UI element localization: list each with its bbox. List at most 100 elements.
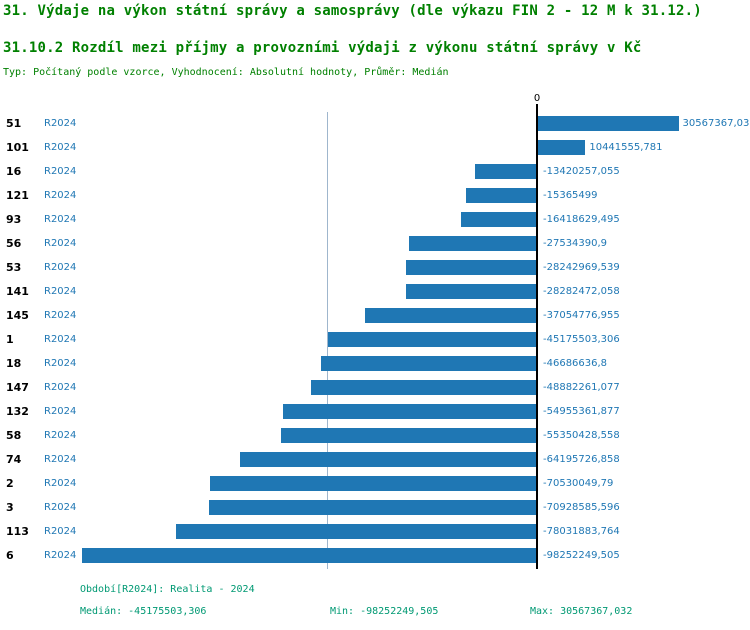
row-period-label: R2024 bbox=[44, 478, 77, 489]
row-id-label: 18 bbox=[6, 357, 22, 370]
row-period-label: R2024 bbox=[44, 502, 77, 513]
row-id-label: 93 bbox=[6, 213, 22, 226]
bar bbox=[327, 332, 537, 347]
row-value-label: -55350428,558 bbox=[543, 430, 620, 441]
row-value-label: -98252249,505 bbox=[543, 550, 620, 561]
chart-row: 113 R2024 -78031883,764 bbox=[0, 520, 750, 544]
chart-row: 58 R2024 -55350428,558 bbox=[0, 424, 750, 448]
row-value-label: -70530049,79 bbox=[543, 478, 614, 489]
row-value-label: -64195726,858 bbox=[543, 454, 620, 465]
chart-row: 93 R2024 -16418629,495 bbox=[0, 208, 750, 232]
row-value-label: 10441555,781 bbox=[589, 142, 663, 153]
row-id-label: 53 bbox=[6, 261, 22, 274]
chart-row: 16 R2024 -13420257,055 bbox=[0, 160, 750, 184]
row-id-label: 147 bbox=[6, 381, 29, 394]
chart-row: 121 R2024 -15365499 bbox=[0, 184, 750, 208]
row-period-label: R2024 bbox=[44, 430, 77, 441]
chart-row: 56 R2024 -27534390,9 bbox=[0, 232, 750, 256]
bar bbox=[406, 284, 537, 299]
row-period-label: R2024 bbox=[44, 454, 77, 465]
chart-row: 3 R2024 -70928585,596 bbox=[0, 496, 750, 520]
bar bbox=[175, 524, 537, 539]
zero-axis-line bbox=[536, 104, 538, 569]
row-value-label: -27534390,9 bbox=[543, 238, 608, 249]
bar bbox=[208, 500, 537, 515]
row-id-label: 141 bbox=[6, 285, 29, 298]
chart-type-subtitle: Typ: Počítaný podle vzorce, Vyhodnocení:… bbox=[3, 67, 449, 78]
bar bbox=[310, 380, 537, 395]
row-id-label: 132 bbox=[6, 405, 29, 418]
bar bbox=[537, 116, 679, 131]
bar bbox=[282, 404, 537, 419]
bar bbox=[239, 452, 537, 467]
row-period-label: R2024 bbox=[44, 262, 77, 273]
bar bbox=[365, 308, 537, 323]
bar bbox=[82, 548, 537, 563]
row-period-label: R2024 bbox=[44, 334, 77, 345]
chart-row: 145 R2024 -37054776,955 bbox=[0, 304, 750, 328]
row-id-label: 6 bbox=[6, 549, 14, 562]
row-period-label: R2024 bbox=[44, 142, 77, 153]
row-value-label: -78031883,764 bbox=[543, 526, 620, 537]
row-id-label: 16 bbox=[6, 165, 22, 178]
report-title: 31. Výdaje na výkon státní správy a samo… bbox=[3, 3, 702, 19]
bar bbox=[280, 428, 537, 443]
row-value-label: -16418629,495 bbox=[543, 214, 620, 225]
bar bbox=[465, 188, 537, 203]
row-value-label: -28282472,058 bbox=[543, 286, 620, 297]
row-period-label: R2024 bbox=[44, 358, 77, 369]
median-stat: Medián: -45175503,306 bbox=[80, 606, 207, 617]
row-id-label: 74 bbox=[6, 453, 22, 466]
row-value-label: -45175503,306 bbox=[543, 334, 620, 345]
row-period-label: R2024 bbox=[44, 166, 77, 177]
row-value-label: -46686636,8 bbox=[543, 358, 608, 369]
row-period-label: R2024 bbox=[44, 286, 77, 297]
chart-row: 74 R2024 -64195726,858 bbox=[0, 448, 750, 472]
row-id-label: 3 bbox=[6, 501, 14, 514]
bar-chart: 51 R2024 30567367,03 101 R2024 10441555,781 16… bbox=[0, 112, 750, 568]
row-value-label: -15365499 bbox=[543, 190, 598, 201]
row-id-label: 101 bbox=[6, 141, 29, 154]
chart-row: 51 R2024 30567367,03 bbox=[0, 112, 750, 136]
row-value-label: -48882261,077 bbox=[543, 382, 620, 393]
chart-row: 53 R2024 -28242969,539 bbox=[0, 256, 750, 280]
row-period-label: R2024 bbox=[44, 214, 77, 225]
row-value-label: 30567367,03 bbox=[682, 118, 750, 129]
chart-row: 1 R2024 -45175503,306 bbox=[0, 328, 750, 352]
chart-row: 6 R2024 -98252249,505 bbox=[0, 544, 750, 568]
row-period-label: R2024 bbox=[44, 526, 77, 537]
row-value-label: -37054776,955 bbox=[543, 310, 620, 321]
bar bbox=[210, 476, 537, 491]
row-id-label: 121 bbox=[6, 189, 29, 202]
row-value-label: -28242969,539 bbox=[543, 262, 620, 273]
row-value-label: -54955361,877 bbox=[543, 406, 620, 417]
row-value-label: -70928585,596 bbox=[543, 502, 620, 513]
zero-axis-tick-label: 0 bbox=[533, 93, 541, 104]
row-id-label: 58 bbox=[6, 429, 22, 442]
bar bbox=[474, 164, 537, 179]
row-period-label: R2024 bbox=[44, 406, 77, 417]
chart-row: 141 R2024 -28282472,058 bbox=[0, 280, 750, 304]
bar bbox=[537, 140, 586, 155]
bar bbox=[406, 260, 537, 275]
period-legend: Období[R2024]: Realita - 2024 bbox=[80, 584, 255, 595]
chart-row: 147 R2024 -48882261,077 bbox=[0, 376, 750, 400]
row-period-label: R2024 bbox=[44, 118, 77, 129]
row-period-label: R2024 bbox=[44, 190, 77, 201]
max-stat: Max: 30567367,032 bbox=[530, 606, 633, 617]
bar bbox=[320, 356, 537, 371]
chart-row: 101 R2024 10441555,781 bbox=[0, 136, 750, 160]
bar bbox=[460, 212, 537, 227]
row-id-label: 56 bbox=[6, 237, 22, 250]
chart-row: 132 R2024 -54955361,877 bbox=[0, 400, 750, 424]
row-period-label: R2024 bbox=[44, 238, 77, 249]
row-id-label: 2 bbox=[6, 477, 14, 490]
min-stat: Min: -98252249,505 bbox=[330, 606, 439, 617]
row-id-label: 145 bbox=[6, 309, 29, 322]
row-period-label: R2024 bbox=[44, 382, 77, 393]
row-period-label: R2024 bbox=[44, 550, 77, 561]
row-period-label: R2024 bbox=[44, 310, 77, 321]
median-line bbox=[327, 112, 328, 569]
row-id-label: 1 bbox=[6, 333, 14, 346]
